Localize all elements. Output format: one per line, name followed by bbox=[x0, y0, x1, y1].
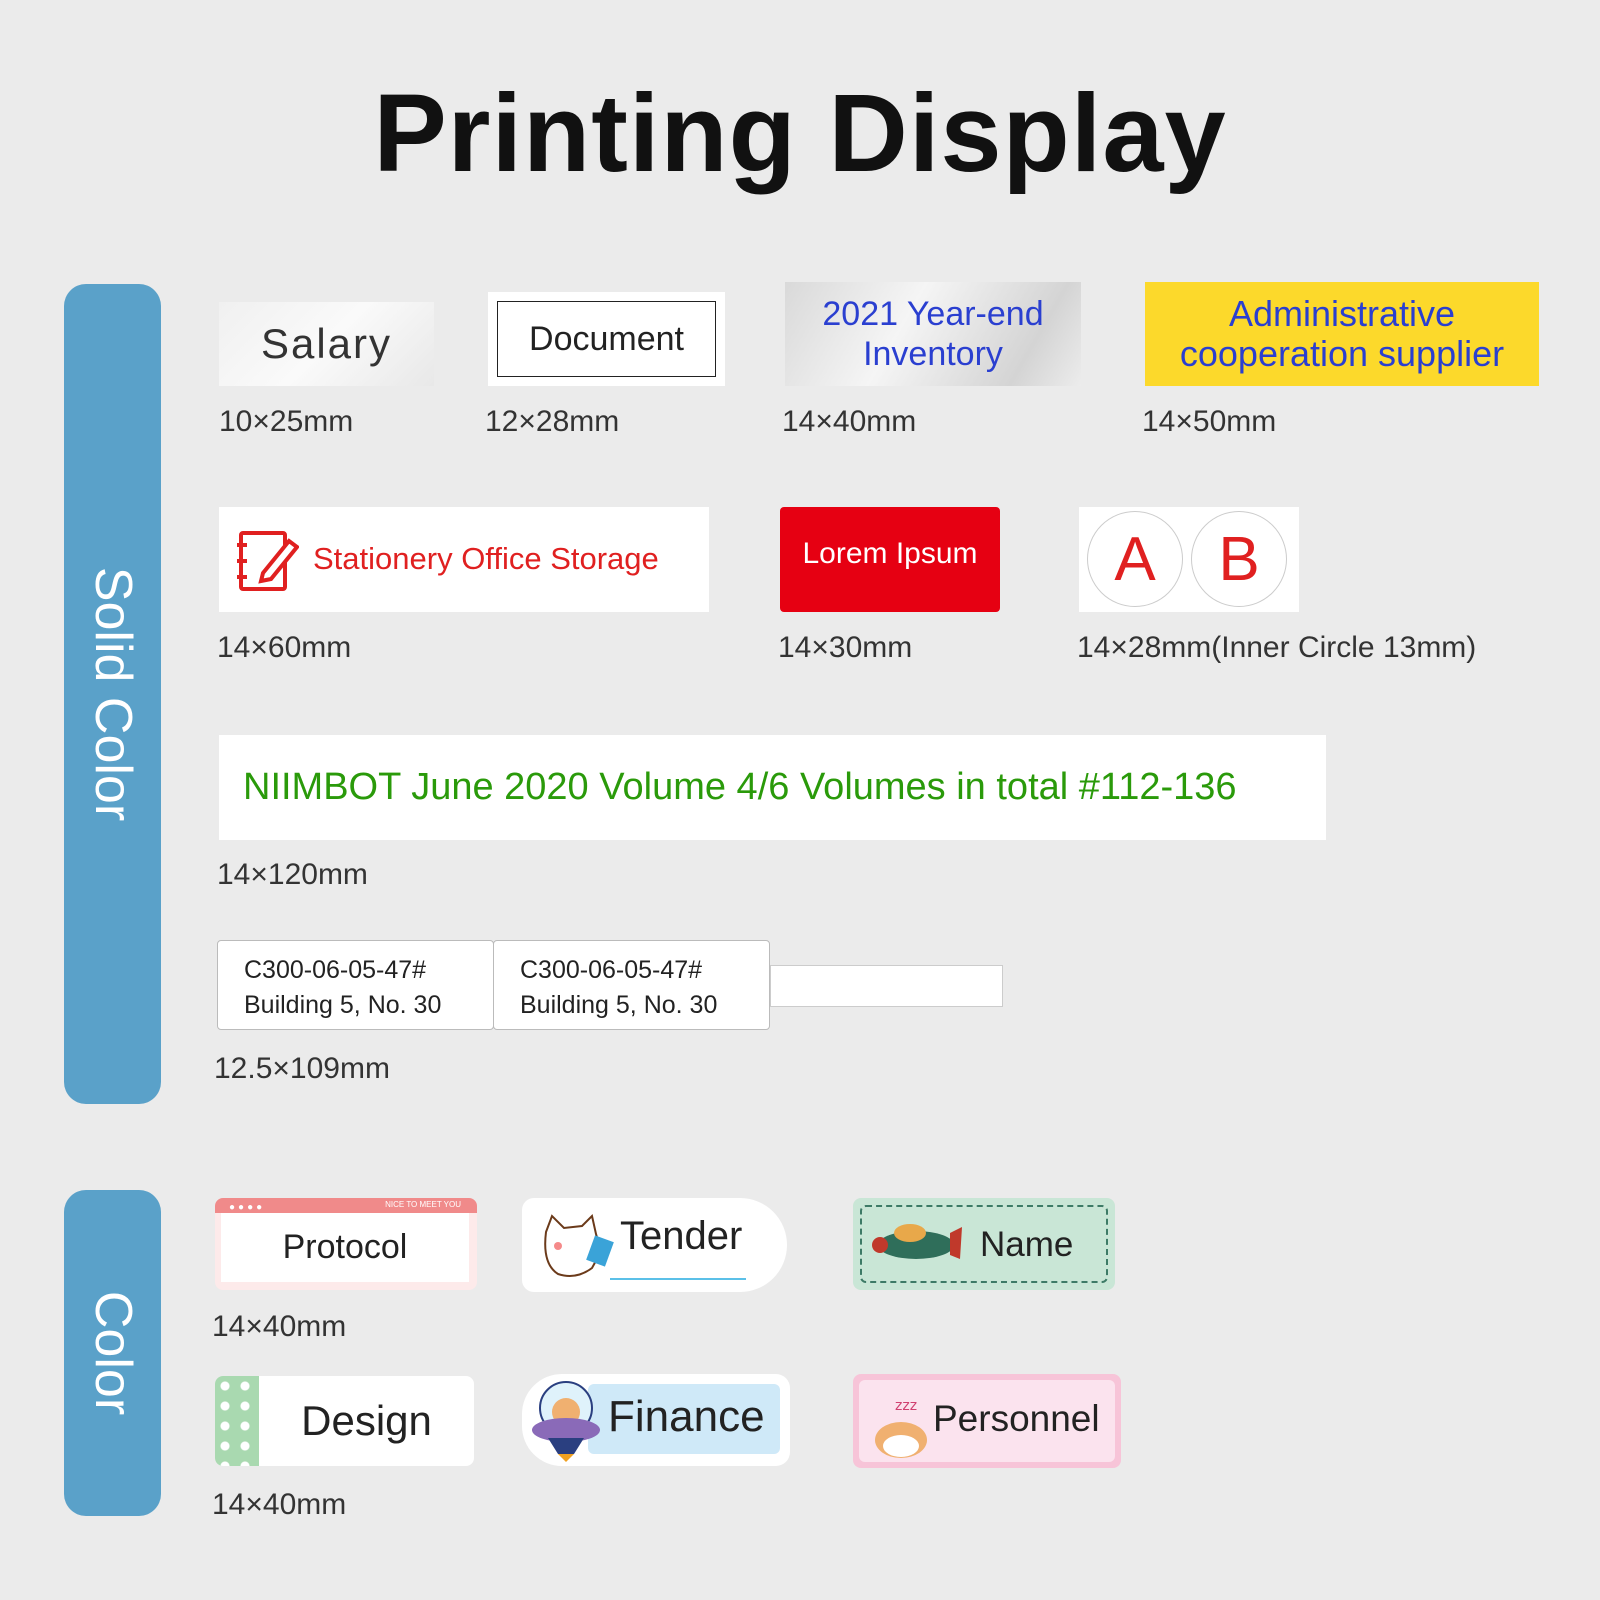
label-text: Protocol bbox=[221, 1213, 469, 1282]
circle-b: B bbox=[1191, 511, 1287, 607]
label-text: Personnel bbox=[933, 1398, 1100, 1439]
page-title: Printing Display bbox=[373, 72, 1227, 195]
label-protocol: ●●●● NICE TO MEET YOU Protocol bbox=[215, 1198, 477, 1290]
sleeping-dog-icon: zzz bbox=[875, 1398, 927, 1458]
label-text: Name bbox=[980, 1225, 1074, 1264]
label-size: 14×28mm(Inner Circle 13mm) bbox=[1077, 631, 1477, 664]
notebook-pencil-icon bbox=[237, 531, 299, 591]
label-size: 14×40mm bbox=[782, 405, 917, 438]
sky-bg bbox=[588, 1384, 780, 1454]
label-design: Design bbox=[215, 1376, 474, 1466]
polka-dot-icon bbox=[215, 1376, 259, 1466]
label-text: Stationery Office Storage bbox=[313, 541, 659, 576]
label-size: 12.5×109mm bbox=[214, 1052, 390, 1085]
label-size: 10×25mm bbox=[219, 405, 354, 438]
label-inventory: 2021 Year-end Inventory bbox=[785, 282, 1081, 386]
label-size: 14×120mm bbox=[217, 858, 368, 891]
dashed-frame: Name bbox=[860, 1205, 1108, 1283]
airplane-icon bbox=[872, 1224, 962, 1259]
label-administrative: Administrative cooperation supplier bbox=[1145, 282, 1539, 386]
label-tail bbox=[770, 965, 1003, 1007]
cable-label-cell: C300-06-05-47# Building 5, No. 30 bbox=[217, 940, 494, 1030]
label-size: 14×40mm bbox=[212, 1310, 347, 1343]
label-text: Document bbox=[497, 301, 716, 377]
label-line: C300-06-05-47# bbox=[520, 956, 703, 984]
label-document: Document bbox=[488, 292, 725, 386]
cat-with-book-icon bbox=[544, 1214, 614, 1277]
label-stationery: Stationery Office Storage bbox=[219, 507, 709, 612]
label-ab-circles: A B bbox=[1079, 507, 1299, 612]
label-finance: Finance bbox=[522, 1374, 790, 1466]
label-text: Finance bbox=[608, 1392, 765, 1441]
window-dots-icon bbox=[215, 1198, 477, 1213]
label-size: 14×50mm bbox=[1142, 405, 1277, 438]
label-tender: Tender bbox=[522, 1198, 787, 1292]
label-line: Building 5, No. 30 bbox=[520, 991, 718, 1019]
cat-ufo-icon bbox=[532, 1381, 600, 1462]
section-bar-solid-color: Solid Color bbox=[64, 284, 161, 1104]
label-size: 12×28mm bbox=[485, 405, 620, 438]
label-line: C300-06-05-47# bbox=[244, 956, 427, 984]
inner-panel: zzz Personnel bbox=[859, 1380, 1115, 1462]
section-label: Color bbox=[83, 1290, 142, 1416]
dots: ●●●● bbox=[229, 1202, 266, 1213]
label-salary: Salary bbox=[219, 302, 434, 386]
banner-text: NICE TO MEET YOU bbox=[385, 1200, 461, 1209]
label-text: Tender bbox=[620, 1214, 743, 1258]
label-personnel: zzz Personnel bbox=[853, 1374, 1121, 1468]
underline bbox=[610, 1278, 746, 1280]
label-size: 14×30mm bbox=[778, 631, 913, 664]
svg-text:zzz: zzz bbox=[895, 1398, 917, 1414]
circle-a: A bbox=[1087, 511, 1183, 607]
label-text: Design bbox=[301, 1397, 432, 1444]
label-lorem-ipsum: Lorem Ipsum bbox=[780, 507, 1000, 612]
section-bar-color: Color bbox=[64, 1190, 161, 1516]
label-size: 14×60mm bbox=[217, 631, 352, 664]
label-line: Building 5, No. 30 bbox=[244, 991, 442, 1019]
label-size: 14×40mm bbox=[212, 1488, 347, 1521]
label-niimbot: NIIMBOT June 2020 Volume 4/6 Volumes in … bbox=[219, 735, 1326, 840]
section-label: Solid Color bbox=[83, 566, 142, 822]
label-name: Name bbox=[853, 1198, 1115, 1290]
cable-label-cell: C300-06-05-47# Building 5, No. 30 bbox=[493, 940, 770, 1030]
